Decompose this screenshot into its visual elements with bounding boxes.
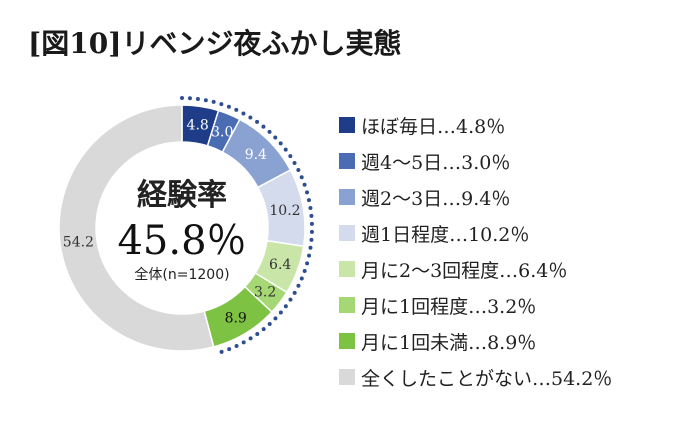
slice-value-labels: 4.8 3.0 9.4 10.2 6.4 3.2 8.9 54.2	[63, 118, 301, 327]
slice-label-3: 9.4	[245, 147, 267, 163]
legend-label: 月に1回程度…3.2％	[361, 295, 537, 318]
legend-item: 週1日程度…10.2％	[339, 215, 612, 251]
slice-label-2: 3.0	[211, 125, 233, 141]
legend-label: 週2〜3日…9.4％	[361, 187, 511, 210]
experience-rate-dotted-arc	[180, 96, 314, 356]
legend-item: 週4〜5日…3.0％	[339, 143, 612, 179]
legend-item: 月に1回程度…3.2％	[339, 287, 612, 323]
slice-label-6: 3.2	[254, 284, 276, 300]
legend-item: 週2〜3日…9.4％	[339, 179, 612, 215]
legend-swatch	[339, 297, 355, 313]
legend-item: 月に1回未満…8.9％	[339, 323, 612, 359]
legend-item: 全くしたことがない…54.2％	[339, 359, 612, 395]
chart-title: [図10]リベンジ夜ふかし実態	[28, 27, 402, 60]
legend-swatch	[339, 369, 355, 385]
slice-label-7: 8.9	[225, 311, 247, 327]
legend-label: 月に1回未満…8.9％	[361, 331, 537, 354]
slice-label-5: 6.4	[269, 257, 291, 273]
legend-label: 週1日程度…10.2％	[361, 223, 530, 246]
slice-8	[58, 104, 215, 352]
slice-label-8: 54.2	[63, 235, 94, 251]
center-value: 45.8％	[117, 218, 246, 264]
legend-swatch	[339, 117, 355, 133]
legend-label: 全くしたことがない…54.2％	[361, 367, 613, 390]
legend-label: 月に2〜3回程度…6.4％	[361, 259, 568, 282]
legend-swatch	[339, 189, 355, 205]
legend-swatch	[339, 333, 355, 349]
center-subtitle: 全体(n=1200)	[134, 266, 229, 283]
legend-swatch	[339, 225, 355, 241]
slice-label-4: 10.2	[269, 203, 300, 219]
slice-label-1: 4.8	[187, 118, 209, 134]
donut-slices	[58, 104, 306, 352]
legend-swatch	[339, 261, 355, 277]
legend: ほぼ毎日…4.8％ 週4〜5日…3.0％ 週2〜3日…9.4％ 週1日程度…10.2％…	[339, 107, 612, 395]
legend-item: 月に2〜3回程度…6.4％	[339, 251, 612, 287]
legend-item: ほぼ毎日…4.8％	[339, 107, 612, 143]
legend-label: ほぼ毎日…4.8％	[361, 115, 506, 138]
legend-label: 週4〜5日…3.0％	[361, 151, 511, 174]
center-title: 経験率	[137, 178, 227, 213]
legend-swatch	[339, 153, 355, 169]
